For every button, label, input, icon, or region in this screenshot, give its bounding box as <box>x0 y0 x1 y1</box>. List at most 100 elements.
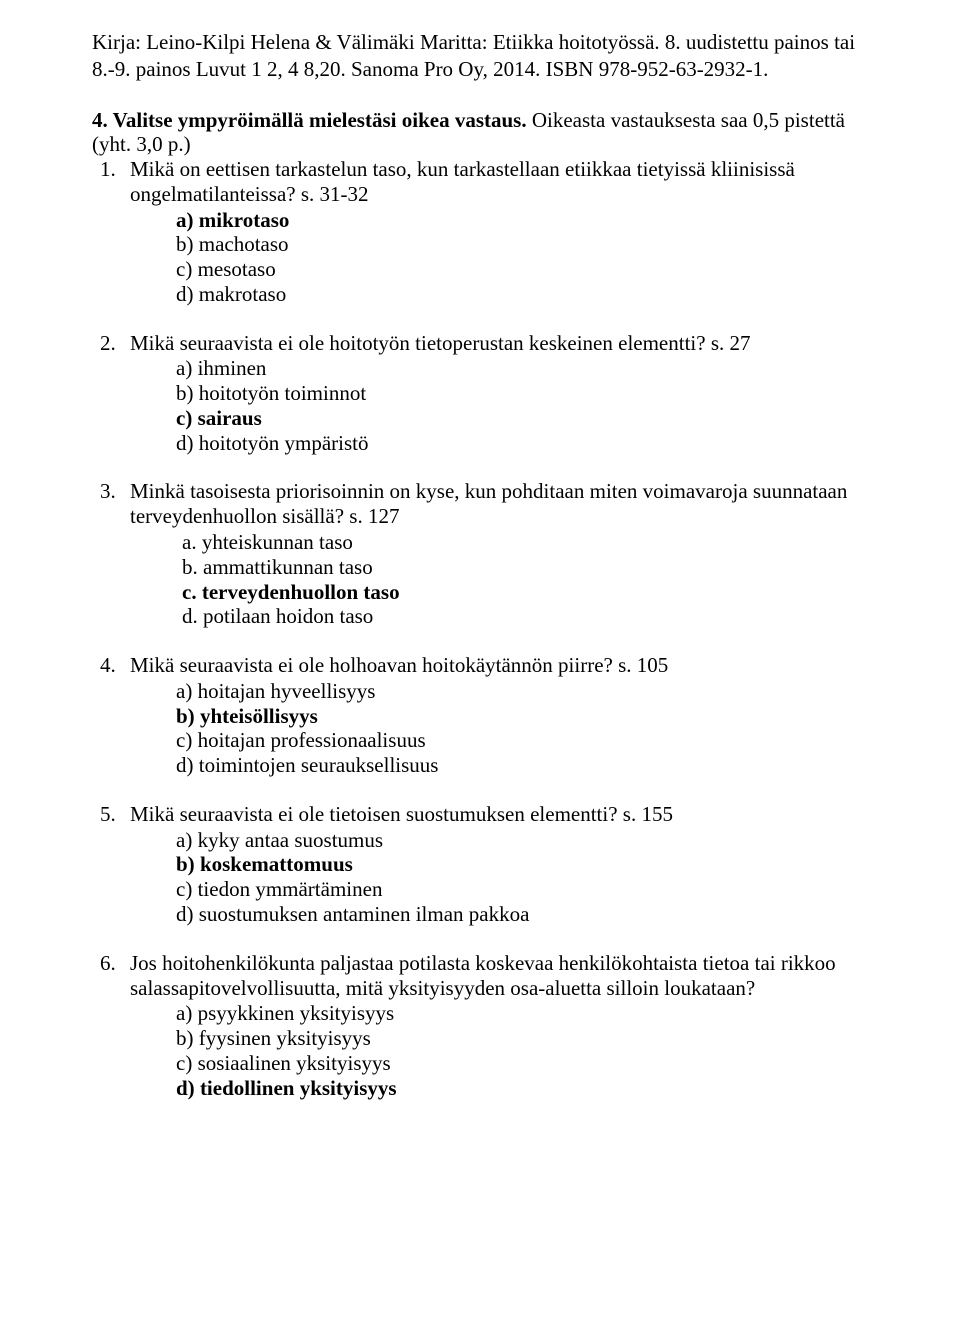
option-text: ammattikunnan taso <box>203 555 373 579</box>
option-text: sosiaalinen yksityisyys <box>198 1051 391 1075</box>
option-text: toimintojen seurauksellisuus <box>199 753 439 777</box>
question-text: Mikä seuraavista ei ole holhoavan hoitok… <box>130 653 668 677</box>
option-item: d) tiedollinen yksityisyys <box>176 1076 868 1101</box>
option-item: b) yhteisöllisyys <box>176 704 868 729</box>
option-text: suostumuksen antaminen ilman pakkoa <box>199 902 530 926</box>
question-number: 4. <box>100 653 116 678</box>
option-item: c) mesotaso <box>176 257 868 282</box>
option-text: yhteiskunnan taso <box>202 530 353 554</box>
option-item: a) psyykkinen yksityisyys <box>176 1001 868 1026</box>
option-text: fyysinen yksityisyys <box>199 1026 371 1050</box>
question-text: Mikä seuraavista ei ole tietoisen suostu… <box>130 802 673 826</box>
option-label: b. <box>182 555 198 579</box>
question-text: Minkä tasoisesta priorisoinnin on kyse, … <box>130 479 847 528</box>
option-text: ihminen <box>198 356 267 380</box>
option-item: b) fyysinen yksityisyys <box>176 1026 868 1051</box>
option-label: a. <box>182 530 197 554</box>
option-label: d. <box>182 604 198 628</box>
option-item: b. ammattikunnan taso <box>182 555 868 580</box>
option-label: c. <box>182 580 197 604</box>
option-item: d) hoitotyön ympäristö <box>176 431 868 456</box>
option-text: koskemattomuus <box>200 852 353 876</box>
option-label: d) <box>176 1076 195 1100</box>
header-line-1: Kirja: Leino-Kilpi Helena & Välimäki Mar… <box>92 30 868 55</box>
option-item: d. potilaan hoidon taso <box>182 604 868 629</box>
options-list: a) ihminenb) hoitotyön toiminnotc) saira… <box>176 356 868 455</box>
document-header: Kirja: Leino-Kilpi Helena & Välimäki Mar… <box>92 30 868 82</box>
section-title-prefix: 4. Valitse ympyröimällä mielestäsi oikea… <box>92 108 527 132</box>
question-item: 5. Mikä seuraavista ei ole tietoisen suos… <box>92 802 868 927</box>
question-number: 2. <box>100 331 116 356</box>
option-item: c) tiedon ymmärtäminen <box>176 877 868 902</box>
question-number: 6. <box>100 951 116 976</box>
option-text: sairaus <box>198 406 262 430</box>
section-heading: 4. Valitse ympyröimällä mielestäsi oikea… <box>92 108 868 133</box>
option-label: c) <box>176 406 192 430</box>
options-list: a) psyykkinen yksityisyysb) fyysinen yks… <box>176 1001 868 1100</box>
option-text: hoitotyön ympäristö <box>199 431 369 455</box>
question-number: 1. <box>100 157 116 182</box>
question-number: 5. <box>100 802 116 827</box>
option-item: d) makrotaso <box>176 282 868 307</box>
section-subtitle: (yht. 3,0 p.) <box>92 132 868 157</box>
options-list: a. yhteiskunnan tasob. ammattikunnan tas… <box>182 530 868 629</box>
option-text: terveydenhuollon taso <box>202 580 400 604</box>
option-label: d) <box>176 431 194 455</box>
option-text: hoitotyön toiminnot <box>199 381 366 405</box>
option-item: b) koskemattomuus <box>176 852 868 877</box>
option-text: mikrotaso <box>199 208 290 232</box>
question-item: 6. Jos hoitohenkilökunta paljastaa potila… <box>92 951 868 1101</box>
header-line-2: 8.-9. painos Luvut 1 2, 4 8,20. Sanoma P… <box>92 57 868 82</box>
question-item: 4. Mikä seuraavista ei ole holhoavan hoit… <box>92 653 868 778</box>
option-item: a) mikrotaso <box>176 208 868 233</box>
option-item: b) machotaso <box>176 232 868 257</box>
option-label: c) <box>176 1051 192 1075</box>
option-text: hoitajan professionaalisuus <box>198 728 426 752</box>
option-label: c) <box>176 877 192 901</box>
option-text: yhteisöllisyys <box>200 704 318 728</box>
option-text: psyykkinen yksityisyys <box>198 1001 395 1025</box>
question-text: Mikä on eettisen tarkastelun taso, kun t… <box>130 157 795 206</box>
option-label: d) <box>176 282 194 306</box>
option-item: c) sairaus <box>176 406 868 431</box>
option-item: d) toimintojen seurauksellisuus <box>176 753 868 778</box>
option-label: d) <box>176 902 194 926</box>
question-text: Mikä seuraavista ei ole hoitotyön tietop… <box>130 331 751 355</box>
option-label: c) <box>176 257 192 281</box>
option-label: a) <box>176 828 192 852</box>
questions-list: 1. Mikä on eettisen tarkastelun taso, kun… <box>92 157 868 1100</box>
option-text: machotaso <box>199 232 289 256</box>
option-label: a) <box>176 208 194 232</box>
option-label: d) <box>176 753 194 777</box>
question-item: 1. Mikä on eettisen tarkastelun taso, kun… <box>92 157 868 307</box>
question-item: 3.Minkä tasoisesta priorisoinnin on kyse… <box>92 479 868 629</box>
option-item: a) kyky antaa suostumus <box>176 828 868 853</box>
section-title-suffix: Oikeasta vastauksesta saa 0,5 pistettä <box>527 108 845 132</box>
option-label: a) <box>176 1001 192 1025</box>
options-list: a) hoitajan hyveellisyysb) yhteisöllisyy… <box>176 679 868 778</box>
option-item: c. terveydenhuollon taso <box>182 580 868 605</box>
options-list: a) kyky antaa suostumusb) koskemattomuus… <box>176 828 868 927</box>
option-label: a) <box>176 679 192 703</box>
option-label: b) <box>176 704 195 728</box>
option-text: tiedon ymmärtäminen <box>198 877 383 901</box>
option-label: c) <box>176 728 192 752</box>
option-text: potilaan hoidon taso <box>203 604 373 628</box>
options-list: a) mikrotasob) machotasoc) mesotasod) ma… <box>176 208 868 307</box>
question-text: Jos hoitohenkilökunta paljastaa potilast… <box>130 951 836 1000</box>
option-label: b) <box>176 1026 194 1050</box>
option-item: d) suostumuksen antaminen ilman pakkoa <box>176 902 868 927</box>
option-text: kyky antaa suostumus <box>198 828 383 852</box>
option-label: b) <box>176 232 194 256</box>
question-item: 2. Mikä seuraavista ei ole hoitotyön tiet… <box>92 331 868 456</box>
option-label: b) <box>176 852 195 876</box>
option-text: mesotaso <box>198 257 276 281</box>
option-label: b) <box>176 381 194 405</box>
option-text: hoitajan hyveellisyys <box>198 679 376 703</box>
option-item: a. yhteiskunnan taso <box>182 530 868 555</box>
option-label: a) <box>176 356 192 380</box>
option-item: a) hoitajan hyveellisyys <box>176 679 868 704</box>
option-item: c) hoitajan professionaalisuus <box>176 728 868 753</box>
option-text: makrotaso <box>199 282 286 306</box>
option-item: b) hoitotyön toiminnot <box>176 381 868 406</box>
